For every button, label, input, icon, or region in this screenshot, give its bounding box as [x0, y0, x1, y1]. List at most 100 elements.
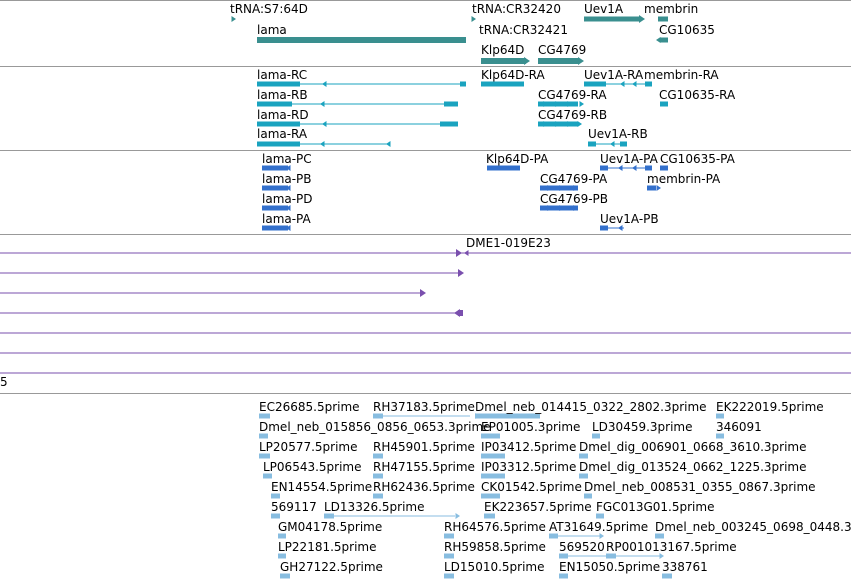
est-block[interactable]	[579, 473, 588, 479]
protein-label[interactable]: lama-PA	[262, 212, 312, 226]
est-label[interactable]: EN14554.5prime	[271, 480, 372, 494]
exon-block[interactable]	[262, 185, 288, 191]
exon-block[interactable]	[660, 37, 668, 43]
est-label[interactable]: 569117	[271, 500, 317, 514]
strand-arrow-right[interactable]	[458, 269, 464, 277]
gene-label[interactable]: tRNA:CR32420	[472, 2, 561, 16]
strand-arrow-left[interactable]	[286, 225, 291, 231]
est-label[interactable]: EN15050.5prime	[559, 560, 660, 574]
est-block[interactable]	[271, 493, 280, 499]
est-label[interactable]: LP20577.5prime	[259, 440, 358, 454]
strand-arrow-right[interactable]	[231, 16, 237, 22]
exon-block[interactable]	[262, 165, 288, 171]
est-label[interactable]: EK223657.5prime	[484, 500, 592, 514]
est-label[interactable]: Dmel_neb_014415_0322_2802.3prime	[475, 400, 707, 414]
est-block[interactable]	[259, 453, 270, 459]
strand-arrow-right[interactable]	[578, 57, 584, 65]
est-block[interactable]	[444, 533, 454, 539]
est-block[interactable]	[444, 553, 454, 559]
est-block[interactable]	[278, 533, 286, 539]
exon-block[interactable]	[481, 58, 526, 64]
exon-block[interactable]	[262, 225, 288, 231]
exon-block[interactable]	[487, 165, 520, 171]
strand-arrow-right[interactable]	[659, 553, 665, 559]
est-label[interactable]: Dmel_neb_008531_0355_0867.3prime	[584, 480, 816, 494]
est-block[interactable]	[373, 473, 383, 479]
transcript-label[interactable]: lama-RD	[257, 108, 309, 122]
transcript-label[interactable]: Klp64D-RA	[481, 68, 546, 82]
strand-arrow-left[interactable]	[286, 185, 291, 191]
exon-block[interactable]	[588, 141, 596, 147]
strand-arrow-left[interactable]	[656, 37, 661, 43]
gene-label[interactable]: lama	[257, 23, 287, 37]
est-block[interactable]	[481, 433, 500, 439]
est-block[interactable]	[606, 553, 616, 559]
est-label[interactable]: IP03312.5prime	[481, 460, 576, 474]
transcript-label[interactable]: CG10635-RA	[659, 88, 736, 102]
strand-arrow-right[interactable]	[471, 16, 477, 22]
est-label[interactable]: LD30459.3prime	[592, 420, 693, 434]
est-block[interactable]	[592, 433, 600, 439]
protein-label[interactable]: lama-PC	[262, 152, 312, 166]
est-label[interactable]: GM04178.5prime	[278, 520, 382, 534]
est-label[interactable]: Dmel_neb_015856_0856_0653.3prime	[259, 420, 491, 434]
exon-block[interactable]	[257, 37, 466, 43]
protein-label[interactable]: CG4769-PB	[540, 192, 608, 206]
transcript-label[interactable]: lama-RC	[257, 68, 307, 82]
est-label[interactable]: CK01542.5prime	[481, 480, 582, 494]
exon-block[interactable]	[600, 165, 608, 171]
est-block[interactable]	[280, 573, 290, 579]
exon-block[interactable]	[660, 165, 668, 171]
gene-label[interactable]: membrin	[644, 2, 698, 16]
est-block[interactable]	[559, 573, 568, 579]
strand-arrow-left[interactable]	[286, 205, 291, 211]
exon-block[interactable]	[600, 225, 608, 231]
strand-arrow-left[interactable]	[286, 165, 291, 171]
strand-arrow-right[interactable]	[455, 513, 461, 519]
est-label[interactable]: FGC013G01.5prime	[596, 500, 714, 514]
transcript-label[interactable]: lama-RA	[257, 127, 308, 141]
est-label[interactable]: 346091	[716, 420, 762, 434]
est-block[interactable]	[373, 453, 383, 459]
transcript-label[interactable]: lama-RB	[257, 88, 308, 102]
est-block[interactable]	[475, 413, 540, 419]
transcript-label[interactable]: membrin-RA	[644, 68, 719, 82]
exon-block[interactable]	[540, 205, 578, 211]
est-label[interactable]: 338761	[662, 560, 708, 574]
est-label[interactable]: LP22181.5prime	[278, 540, 377, 554]
transcript-label[interactable]: CG4769-RB	[538, 108, 607, 122]
est-block[interactable]	[484, 513, 495, 519]
exon-block[interactable]	[538, 101, 578, 107]
est-label[interactable]: RH45901.5prime	[373, 440, 475, 454]
est-label[interactable]: EC26685.5prime	[259, 400, 360, 414]
protein-label[interactable]: CG10635-PA	[660, 152, 736, 166]
est-label[interactable]: LD15010.5prime	[444, 560, 545, 574]
clone-label[interactable]: DME1-019E23	[466, 236, 551, 250]
est-label[interactable]: EK222019.5prime	[716, 400, 824, 414]
est-label[interactable]: RH37183.5prime	[373, 400, 475, 414]
est-block[interactable]	[263, 473, 272, 479]
exon-block[interactable]	[540, 185, 578, 191]
exon-block[interactable]	[660, 101, 668, 107]
protein-label[interactable]: Uev1A-PA	[600, 152, 659, 166]
est-label[interactable]: 569520	[559, 540, 605, 554]
exon-block[interactable]	[538, 121, 578, 127]
est-block[interactable]	[559, 553, 568, 559]
est-label[interactable]: LP06543.5prime	[263, 460, 362, 474]
est-block[interactable]	[662, 573, 672, 579]
est-block[interactable]	[259, 413, 270, 419]
est-label[interactable]: Dmel_neb_003245_0698_0448.3	[655, 520, 851, 534]
protein-label[interactable]: lama-PD	[262, 192, 313, 206]
est-block[interactable]	[373, 493, 383, 499]
est-label[interactable]: RH62436.5prime	[373, 480, 475, 494]
est-label[interactable]: Dmel_dig_013524_0662_1225.3prime	[579, 460, 807, 474]
protein-label[interactable]: Uev1A-PB	[600, 212, 659, 226]
est-label[interactable]: RH64576.5prime	[444, 520, 546, 534]
est-block[interactable]	[579, 453, 588, 459]
est-block[interactable]	[373, 413, 383, 419]
est-block[interactable]	[716, 413, 724, 419]
est-block[interactable]	[444, 573, 454, 579]
exon-block[interactable]	[584, 81, 606, 87]
strand-arrow-right[interactable]	[420, 289, 426, 297]
transcript-label[interactable]: Uev1A-RB	[588, 127, 648, 141]
